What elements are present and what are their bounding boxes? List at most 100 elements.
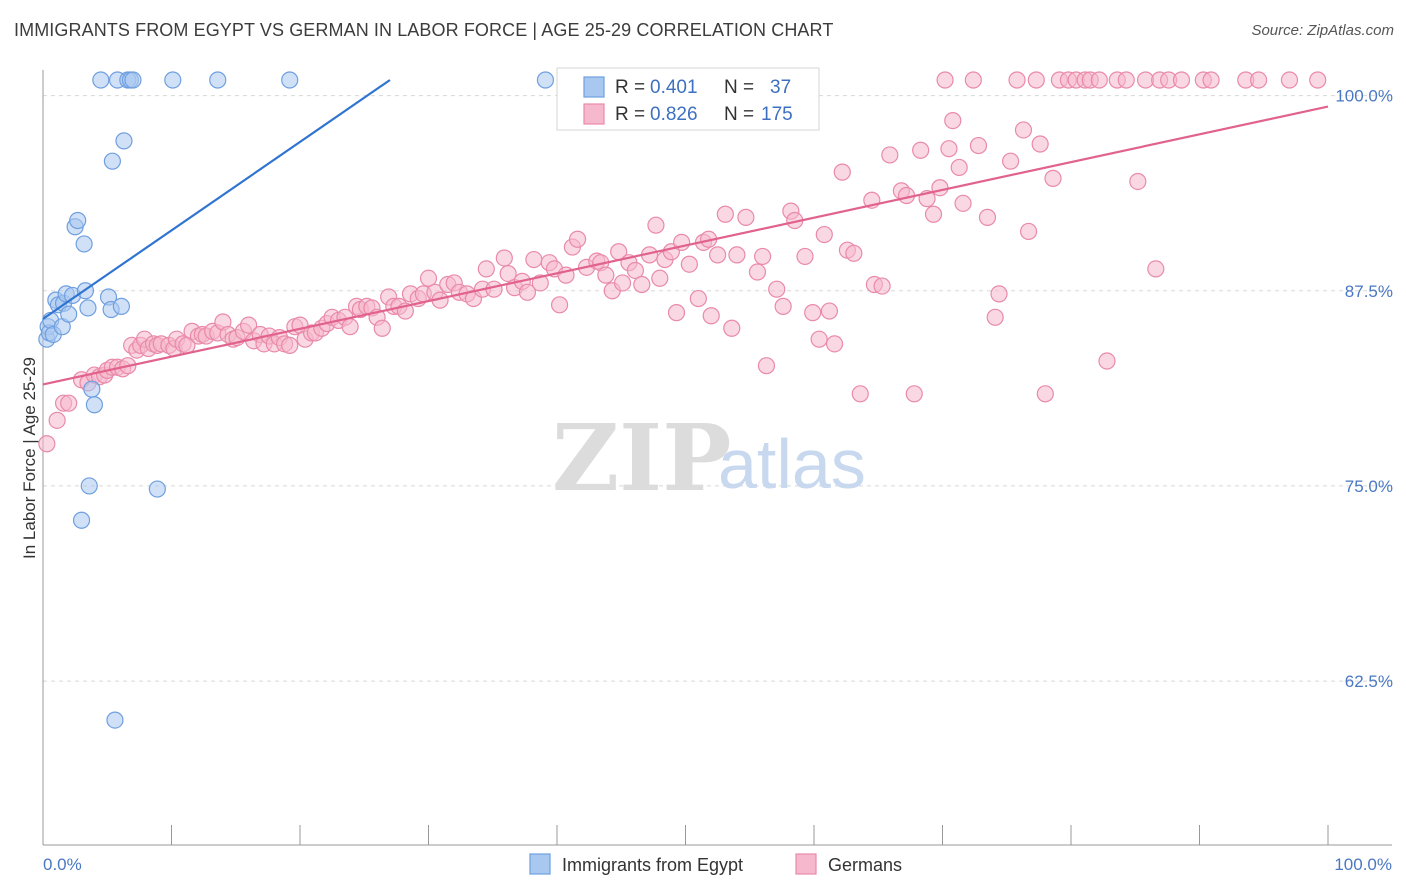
x-tick-marks	[42, 825, 1329, 845]
germans-point	[626, 261, 644, 280]
egypt-point	[124, 71, 142, 89]
y-tick-label: 75.0%	[1345, 477, 1393, 496]
germans-point	[1147, 260, 1165, 278]
germans-point	[1309, 71, 1327, 89]
germans-point	[950, 158, 968, 177]
germans-point	[518, 283, 537, 301]
egypt-point	[103, 152, 121, 170]
egypt-point	[148, 480, 166, 498]
germans-point	[689, 289, 707, 308]
germans-point	[845, 244, 863, 262]
germans-point	[702, 307, 720, 325]
germans-point	[768, 280, 786, 298]
germans-point	[667, 304, 686, 322]
germans-point	[1129, 172, 1147, 191]
germans-point	[728, 246, 746, 264]
germans-point	[1031, 135, 1049, 153]
germans-point	[716, 205, 734, 223]
germans-point	[633, 275, 651, 294]
stats-n-value-germans: 175	[761, 104, 793, 125]
germans-point	[1002, 152, 1020, 170]
axes	[42, 70, 1392, 846]
germans-point	[796, 247, 814, 266]
germans-point	[873, 277, 891, 295]
germans-point	[1117, 71, 1135, 89]
y-tick-labels: 62.5% 75.0% 87.5% 100.0%	[1335, 87, 1393, 691]
germans-point	[964, 71, 982, 89]
germans-point	[709, 246, 727, 264]
germans-point	[647, 216, 665, 234]
germans-point	[1036, 385, 1054, 403]
germans-point	[373, 319, 391, 337]
egypt-point	[85, 396, 104, 414]
germans-point	[550, 296, 569, 314]
germans-point	[723, 319, 741, 337]
germans-point	[38, 435, 56, 453]
germans-point	[944, 111, 962, 130]
watermark: ZIP atlas	[552, 404, 866, 512]
germans-point	[1202, 71, 1220, 89]
egypt-point	[106, 711, 124, 729]
stats-r-value-egypt: 0.401	[650, 77, 698, 98]
germans-point	[881, 146, 899, 164]
germans-point	[820, 302, 839, 320]
egypt-point	[209, 71, 227, 89]
egypt-point	[83, 380, 101, 398]
germans-point	[905, 385, 923, 403]
germans-point	[240, 316, 258, 334]
germans-point	[1044, 169, 1062, 187]
germans-point	[931, 179, 949, 197]
germans-point	[1172, 71, 1191, 89]
germans-point	[1250, 71, 1268, 89]
germans-point	[1280, 71, 1299, 89]
grid-lines	[43, 95, 1392, 682]
germans-point	[815, 225, 833, 244]
stats-n-value-egypt: 37	[770, 77, 791, 98]
germans-point	[597, 266, 615, 284]
legend-swatch-egypt	[529, 853, 551, 875]
y-axis-label: In Labor Force | Age 25-29	[20, 357, 39, 559]
germans-point	[924, 205, 943, 223]
germans-point	[499, 264, 517, 283]
germans-point	[912, 141, 930, 159]
egypt-point	[75, 235, 93, 253]
egypt-point	[92, 71, 110, 89]
germans-point	[833, 163, 851, 181]
y-tick-label: 87.5%	[1345, 282, 1393, 301]
germans-point	[810, 330, 828, 348]
germans-point	[281, 336, 299, 355]
egypt-point	[112, 297, 130, 315]
germans-point	[757, 357, 776, 375]
legend: Immigrants from Egypt Germans	[529, 853, 902, 875]
germans-point	[825, 335, 844, 353]
stats-swatch-blue	[583, 76, 605, 98]
germans-point	[419, 269, 438, 287]
germans-point	[495, 249, 513, 267]
germans-point	[753, 247, 772, 266]
chart-title: IMMIGRANTS FROM EGYPT VS GERMAN IN LABOR…	[14, 20, 834, 40]
germans-point	[737, 208, 755, 226]
germans-point	[1027, 71, 1045, 89]
germans-point	[804, 304, 822, 322]
stats-r-value-germans: 0.826	[650, 104, 698, 125]
stats-row-egypt: R = 0.401 N = 37	[615, 77, 791, 98]
germans-point	[525, 250, 543, 269]
germans-point	[748, 263, 767, 281]
egypt-point	[536, 71, 555, 89]
legend-label-egypt: Immigrants from Egypt	[562, 855, 743, 875]
germans-point	[936, 71, 954, 89]
germans-point	[680, 255, 698, 273]
germans-point	[477, 260, 495, 278]
stats-box: R = 0.401 N = 37 R = 0.826 N = 175	[556, 67, 820, 131]
germans-point	[60, 394, 78, 412]
germans-point	[774, 297, 792, 315]
stats-n-label-egypt: N =	[724, 77, 759, 98]
germans-point	[48, 411, 66, 429]
germans-point	[978, 208, 997, 226]
egypt-point	[79, 299, 97, 317]
egypt-point	[80, 477, 98, 495]
watermark-atlas: atlas	[718, 425, 866, 503]
germans-trend-line	[42, 105, 1329, 386]
y-tick-label: 62.5%	[1345, 672, 1393, 691]
germans-point	[1008, 71, 1026, 89]
